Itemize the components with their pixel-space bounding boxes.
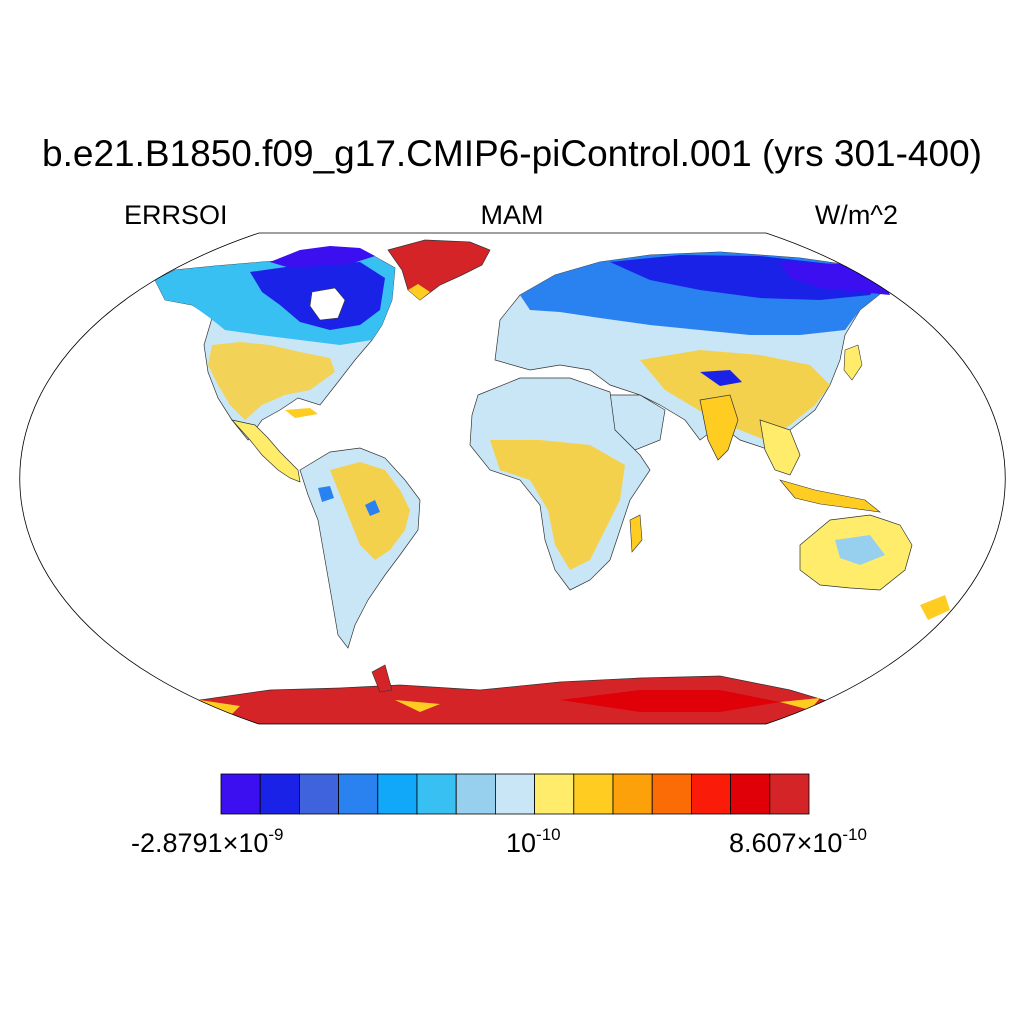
india <box>699 394 739 461</box>
colorbar-swatch <box>769 773 810 815</box>
colorbar-swatch <box>534 773 575 815</box>
colorbar-max-label: 8.607×10-10 <box>729 825 867 858</box>
colorbar-swatch <box>416 773 457 815</box>
colorbar-swatch <box>651 773 692 815</box>
amazon-cool-spot <box>318 486 380 516</box>
central-asia-warm <box>640 350 830 440</box>
colorbar-swatch <box>494 773 535 815</box>
greenland-edge <box>408 284 430 300</box>
season-label: MAM <box>480 200 544 230</box>
variable-label: ERRSOI <box>124 200 228 230</box>
arctic-islands <box>270 246 375 268</box>
japan <box>843 344 863 381</box>
colorbar-swatch <box>338 773 379 815</box>
mexico <box>231 419 301 483</box>
colorbar-min-label: -2.8791×10-9 <box>131 825 284 858</box>
antarctic-peninsula <box>371 664 393 693</box>
hudson-bay <box>309 287 346 321</box>
antarctica <box>119 675 901 724</box>
australia-cool <box>835 535 885 565</box>
madagascar <box>629 514 643 553</box>
colorbar-swatch <box>612 773 653 815</box>
us-warm-band <box>208 342 335 420</box>
new-zealand <box>920 595 950 620</box>
tibet-cold <box>700 370 742 386</box>
land-layer <box>119 239 950 724</box>
greenland <box>387 239 491 301</box>
colorbar-swatch <box>730 773 771 815</box>
cuba <box>285 408 318 418</box>
colorbar-swatch <box>455 773 496 815</box>
units-label: W/m^2 <box>814 200 898 230</box>
africa-warm-belt <box>490 440 625 570</box>
colorbar <box>220 773 810 815</box>
colorbar-swatch <box>220 773 261 815</box>
colorbar-mid-label: 10-10 <box>506 825 561 858</box>
colorbar-swatch <box>691 773 732 815</box>
colorbar-swatch <box>377 773 418 815</box>
colorbar-swatch <box>573 773 614 815</box>
colorbar-swatch <box>259 773 300 815</box>
map-title: b.e21.B1850.f09_g17.CMIP6-piControl.001 … <box>42 133 982 174</box>
colorbar-swatch <box>298 773 339 815</box>
indonesia <box>779 479 882 513</box>
antarctica-core <box>560 690 780 712</box>
southeast-asia <box>759 419 801 476</box>
eurasia-arctic-coast <box>780 262 890 295</box>
